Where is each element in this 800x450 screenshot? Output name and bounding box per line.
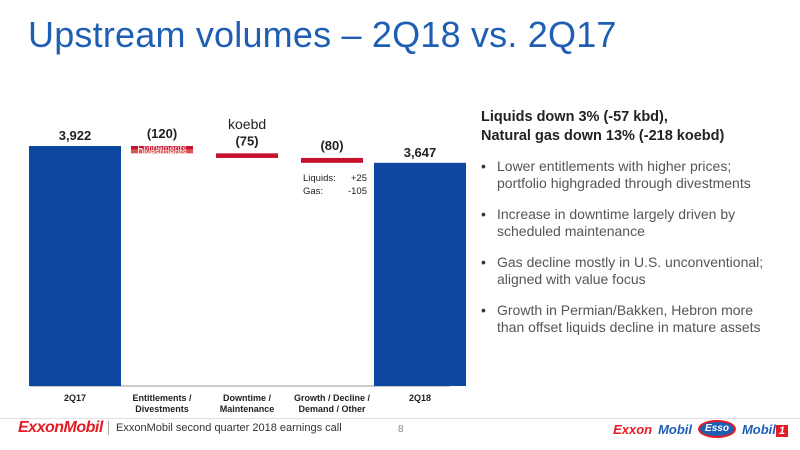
bar-segment-label: Entitlements — [137, 143, 187, 153]
exxon-logo: Exxon — [613, 421, 653, 437]
data-label: 3,922 — [59, 128, 92, 143]
footer-caption: ExxonMobil second quarter 2018 earnings … — [116, 422, 342, 434]
mobil1-logo: Mobil 1 — [742, 422, 788, 437]
exxonmobil-logo: ExxonMobil — [18, 419, 103, 436]
chart-unit-label: koebd — [228, 116, 267, 132]
data-label: (120) — [147, 126, 177, 141]
bullet-list: Lower entitlements with higher prices; p… — [481, 158, 781, 350]
data-label: 3,647 — [404, 145, 437, 160]
bullet-item: Growth in Permian/Bakken, Hebron more th… — [481, 302, 781, 336]
x-tick-label: Growth / Decline / — [294, 393, 371, 403]
footer-separator — [108, 421, 109, 435]
brand-logos: Exxon Mobil Esso Mobil 1 — [613, 420, 788, 438]
detail-value: -105 — [348, 186, 367, 197]
bullets-heading-line1: Liquids down 3% (-57 kbd), — [481, 109, 668, 125]
esso-logo: Esso — [698, 420, 736, 438]
x-tick-label: Entitlements / — [132, 393, 192, 403]
bullets-heading: Liquids down 3% (-57 kbd), Natural gas d… — [481, 108, 724, 146]
detail-name: Liquids: — [303, 173, 336, 184]
bullet-item: Lower entitlements with higher prices; p… — [481, 158, 781, 192]
x-tick-label: 2Q17 — [64, 393, 86, 403]
mobil1-logo-text: Mobil — [741, 421, 776, 437]
footer-divider — [0, 418, 800, 419]
bar-segment-entitlements — [131, 146, 193, 150]
x-tick-label: Downtime / — [223, 393, 272, 403]
detail-name: Gas: — [303, 186, 323, 197]
x-tick-label: Demand / Other — [298, 404, 366, 414]
detail-value: +25 — [351, 173, 367, 184]
bar-decrease — [216, 153, 278, 158]
bar-segment-divestments — [131, 149, 193, 154]
bullet-item: Gas decline mostly in U.S. unconventiona… — [481, 254, 781, 288]
x-tick-label: Maintenance — [220, 404, 275, 414]
bullet-item: Increase in downtime largely driven by s… — [481, 206, 781, 240]
mobil1-logo-one: 1 — [775, 424, 788, 437]
bar-decrease — [301, 157, 363, 163]
page-number: 8 — [398, 424, 404, 435]
waterfall-chart: 3,9222Q17EntitlementsDivestments(120)Ent… — [29, 126, 466, 414]
bar-segment-label: Divestments — [137, 147, 187, 157]
data-label: (75) — [235, 133, 258, 148]
data-label: (80) — [320, 138, 343, 153]
mobil-logo: Mobil — [658, 421, 693, 437]
bullets-heading-line2: Natural gas down 13% (-218 koebd) — [481, 128, 725, 144]
x-tick-label: Divestments — [135, 404, 189, 414]
slide-title: Upstream volumes – 2Q18 vs. 2Q17 — [28, 14, 617, 55]
bar-2q17 — [29, 146, 121, 386]
bar-2q18 — [374, 162, 466, 386]
x-tick-label: 2Q18 — [409, 393, 431, 403]
